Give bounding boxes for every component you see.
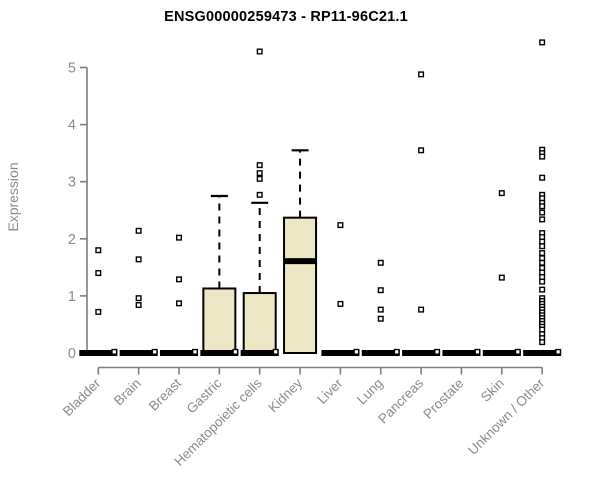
outlier-point xyxy=(377,287,384,294)
y-tick-label: 0 xyxy=(68,346,76,362)
box xyxy=(283,216,318,354)
y-tick-label: 5 xyxy=(68,61,76,77)
x-tick-label: Kidney xyxy=(265,375,305,415)
outlier-point xyxy=(95,270,102,277)
outlier-point xyxy=(539,39,546,46)
outlier-point xyxy=(135,295,142,302)
outlier-point xyxy=(256,162,263,169)
outlier-point xyxy=(95,308,102,315)
outlier-point xyxy=(418,71,425,78)
outlier-point xyxy=(539,339,546,346)
outlier-point xyxy=(539,259,546,266)
outlier-point xyxy=(135,256,142,263)
outlier-point xyxy=(232,348,239,355)
outlier-point xyxy=(256,175,263,182)
outlier-point xyxy=(111,348,118,355)
outlier-point xyxy=(256,170,263,177)
outlier-point xyxy=(191,348,198,355)
outlier-point xyxy=(151,348,158,355)
y-axis-title: Expression xyxy=(5,162,21,232)
outlier-point xyxy=(555,348,562,355)
x-tick-label: Pancreas xyxy=(375,375,426,426)
outlier-point xyxy=(353,348,360,355)
x-tick-label: Prostate xyxy=(420,376,466,422)
box xyxy=(202,287,237,354)
outlier-point xyxy=(95,247,102,254)
y-tick-label: 2 xyxy=(68,232,76,248)
x-tick-label: Brain xyxy=(111,376,144,409)
outlier-point xyxy=(175,300,182,307)
outlier-point xyxy=(377,315,384,322)
y-tick-label: 1 xyxy=(68,289,76,305)
outlier-point xyxy=(514,348,521,355)
outlier-point xyxy=(498,274,505,281)
outlier-point xyxy=(377,259,384,266)
outlier-point xyxy=(272,348,279,355)
outlier-point xyxy=(539,216,546,223)
outlier-point xyxy=(256,48,263,55)
outlier-point xyxy=(175,276,182,283)
x-tick-label: Breast xyxy=(146,375,184,413)
y-tick-label: 3 xyxy=(68,175,76,191)
chart-title: ENSG00000259473 - RP11-96C21.1 xyxy=(164,9,408,25)
outlier-point xyxy=(474,348,481,355)
outlier-point xyxy=(539,243,546,250)
outlier-point xyxy=(337,222,344,229)
outlier-point xyxy=(418,306,425,313)
x-tick-label: Bladder xyxy=(60,375,104,419)
y-tick-label: 4 xyxy=(68,118,76,134)
outlier-point xyxy=(539,209,546,216)
outlier-point xyxy=(175,234,182,241)
outlier-point xyxy=(498,190,505,197)
x-tick-label: Liver xyxy=(314,375,346,407)
outlier-point xyxy=(256,191,263,198)
outlier-point xyxy=(135,302,142,309)
outlier-point xyxy=(418,147,425,154)
outlier-point xyxy=(539,250,546,257)
outlier-point xyxy=(539,203,546,210)
x-tick-label: Lung xyxy=(354,376,386,408)
outlier-point xyxy=(337,300,344,307)
x-tick-label: Unknown / Other xyxy=(465,375,548,458)
outlier-point xyxy=(539,174,546,181)
outlier-point xyxy=(434,348,441,355)
outlier-point xyxy=(539,153,546,160)
outlier-point xyxy=(393,348,400,355)
outlier-point xyxy=(539,286,546,293)
outlier-point xyxy=(135,227,142,234)
box xyxy=(242,292,277,355)
outlier-point xyxy=(539,278,546,285)
outlier-point xyxy=(377,306,384,313)
x-tick-label: Skin xyxy=(478,376,507,405)
